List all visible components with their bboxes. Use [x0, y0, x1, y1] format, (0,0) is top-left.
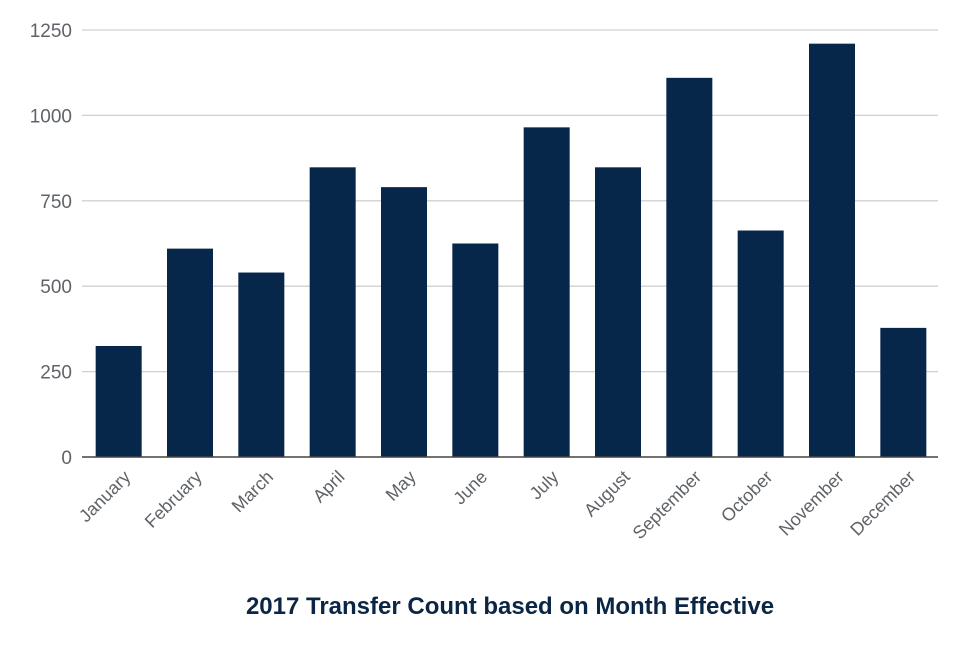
bar-june	[452, 243, 499, 457]
y-tick-label: 1000	[30, 106, 72, 127]
x-axis-labels: January February March April May June July Augu…	[75, 467, 919, 543]
bar-december	[880, 327, 927, 457]
x-tick-label: August	[580, 467, 634, 521]
bar-february	[167, 248, 213, 457]
bar-march	[238, 272, 285, 457]
y-axis-ticks: 0 250 500 750 1000 1250	[30, 21, 72, 469]
x-tick-label: June	[449, 467, 491, 509]
y-tick-label: 1250	[30, 21, 72, 42]
y-tick-label: 500	[40, 277, 72, 298]
bar-july	[523, 127, 570, 457]
x-tick-label: July	[526, 467, 563, 504]
x-tick-label: May	[382, 467, 420, 505]
x-tick-label: September	[629, 467, 705, 543]
bar-september	[666, 77, 713, 457]
bar-october	[737, 230, 784, 457]
x-tick-label: October	[717, 467, 776, 526]
chart-title: 2017 Transfer Count based on Month Effec…	[246, 593, 774, 620]
x-tick-label: December	[846, 467, 919, 540]
y-tick-label: 0	[61, 448, 72, 469]
bar-may	[381, 187, 427, 458]
bar-november	[809, 43, 855, 457]
bars	[95, 43, 927, 458]
x-tick-label: November	[775, 467, 848, 540]
y-tick-label: 250	[40, 363, 72, 384]
x-tick-label: January	[75, 467, 134, 526]
x-tick-label: April	[309, 467, 349, 507]
y-tick-label: 750	[40, 192, 72, 213]
bar-april	[309, 167, 356, 458]
bar-august	[595, 167, 641, 458]
bar-january	[95, 345, 142, 457]
x-tick-label: February	[141, 467, 206, 532]
x-tick-label: March	[228, 467, 278, 517]
grid-lines	[82, 29, 938, 373]
